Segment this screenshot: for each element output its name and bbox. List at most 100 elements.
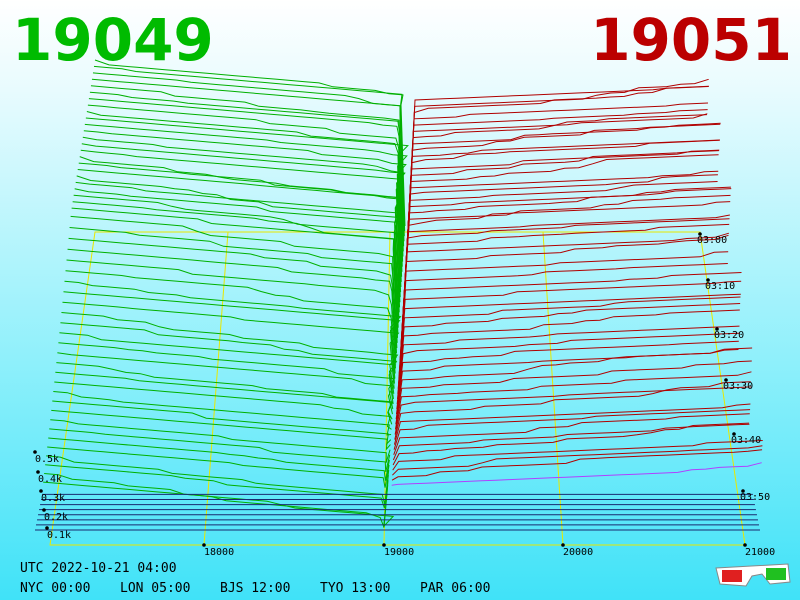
- depth-tick: [36, 470, 40, 474]
- price-tick: [382, 543, 386, 547]
- zone-time: PAR 06:00: [420, 581, 490, 596]
- bid-line: [54, 381, 392, 430]
- ask-line: [404, 149, 720, 282]
- bid-line: [85, 117, 409, 272]
- bid-line: [73, 194, 399, 333]
- time-tick-label: 03:20: [714, 330, 744, 341]
- depth-tick: [33, 450, 37, 454]
- bid-line: [80, 149, 404, 298]
- price-tick: [561, 543, 565, 547]
- bid-line: [87, 104, 404, 262]
- bid-line: [93, 65, 406, 232]
- ask-line: [397, 303, 741, 389]
- ask-line: [400, 223, 730, 343]
- bid-line: [55, 371, 393, 425]
- ask-line: [403, 181, 718, 308]
- ask-line: [400, 234, 729, 354]
- 3d-glasses-icon: [715, 563, 791, 587]
- bid-line: [69, 227, 398, 354]
- bid-line: [59, 332, 397, 405]
- ask-line: [393, 409, 751, 450]
- time-tick: [715, 327, 719, 331]
- bid-line: [49, 428, 391, 473]
- bid-line: [89, 91, 404, 252]
- ask-line: [397, 309, 740, 394]
- ask-line: [393, 413, 750, 455]
- bid-line: [62, 301, 400, 389]
- ask-line: [392, 440, 763, 471]
- depth-tick-label: 0.4k: [38, 474, 62, 485]
- bid-line: [43, 481, 395, 528]
- price-tick-label: 21000: [745, 547, 775, 558]
- bid-line: [60, 322, 398, 399]
- bid-line: [46, 455, 390, 505]
- time-tick-label: 03:30: [723, 381, 753, 392]
- bid-line: [64, 280, 402, 379]
- ask-line: [396, 332, 740, 405]
- bid-line: [61, 312, 399, 394]
- ask-line: [393, 403, 751, 445]
- ask-line: [404, 150, 719, 288]
- bid-line: [66, 259, 397, 369]
- zone-time: NYC 00:00: [20, 581, 90, 596]
- ask-line: [405, 139, 720, 277]
- ask-line: [397, 296, 741, 384]
- bid-line: [50, 419, 391, 463]
- ask-line: [408, 85, 710, 227]
- bid-line: [56, 362, 394, 420]
- bid-line: [58, 342, 396, 410]
- ask-line: [398, 280, 742, 374]
- depth-tick: [39, 489, 43, 493]
- ask-line: [399, 251, 729, 359]
- bid-line: [94, 59, 406, 227]
- time-tick-label: 03:10: [705, 281, 735, 292]
- bid-line: [71, 207, 398, 343]
- ask-line: [391, 449, 763, 481]
- bid-line: [51, 409, 391, 451]
- ask-line: [394, 371, 752, 430]
- ask-line: [400, 232, 730, 349]
- ask-line: [392, 445, 763, 476]
- ask-line: [402, 186, 731, 318]
- ask-line: [395, 349, 739, 415]
- ask-line: [402, 194, 731, 323]
- ask-line: [394, 381, 751, 440]
- ask-line: [399, 272, 742, 369]
- ask-line: [401, 218, 730, 338]
- ask-line: [394, 386, 752, 435]
- price-tick: [202, 543, 206, 547]
- bid-line: [52, 400, 392, 446]
- ask-line: [395, 360, 752, 425]
- ask-line: [401, 214, 730, 333]
- time-tick-label: 03:00: [697, 235, 727, 246]
- depth-tick-label: 0.2k: [44, 512, 68, 523]
- bid-line: [70, 215, 398, 349]
- bid-line: [53, 391, 392, 436]
- time-tick-label: 03:40: [731, 435, 761, 446]
- bid-line: [77, 169, 401, 313]
- time-tick: [741, 489, 745, 493]
- ask-line: [406, 114, 707, 257]
- bid-line: [65, 270, 396, 374]
- bid-line: [83, 130, 407, 282]
- bid-line: [74, 188, 399, 328]
- ask-line: [391, 462, 762, 486]
- ask-line: [398, 293, 741, 379]
- ask-line: [392, 423, 750, 461]
- bid-line: [90, 85, 405, 247]
- ask-line: [399, 263, 728, 364]
- floor-line: [383, 231, 391, 546]
- depth-tick: [45, 526, 49, 530]
- ask-line: [407, 86, 709, 237]
- zone-time: TYO 13:00: [320, 581, 390, 596]
- bid-line: [86, 111, 403, 267]
- zone-time: BJS 12:00: [220, 581, 290, 596]
- ask-line: [401, 201, 731, 328]
- bid-line: [88, 98, 404, 257]
- ask-line: [403, 174, 718, 303]
- bid-line: [47, 446, 390, 488]
- price-tick: [743, 543, 747, 547]
- bid-line: [44, 473, 389, 528]
- bid-line: [91, 78, 405, 242]
- bid-line: [45, 464, 389, 509]
